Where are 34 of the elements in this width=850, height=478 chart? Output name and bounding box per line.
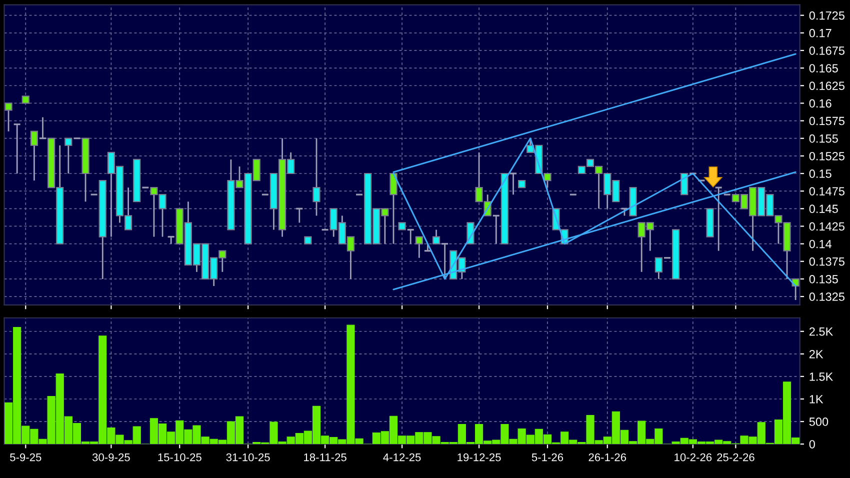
x-tick-label: 10-2-26	[674, 453, 712, 462]
y-tick-label: 0	[809, 440, 815, 448]
y-tick-label: 0.155	[809, 134, 838, 143]
y-tick-label: 0.1725	[809, 11, 844, 20]
y-tick-label: 0.17	[809, 28, 832, 38]
x-tick-label: 5-9-25	[10, 453, 42, 462]
x-tick-label: 31-10-25	[226, 453, 270, 462]
x-tick-label: 15-10-25	[158, 453, 202, 462]
y-tick-label: 0.165	[809, 64, 838, 72]
y-tick-label: 0.1625	[809, 82, 844, 90]
x-tick-label: 26-1-26	[588, 453, 626, 462]
y-tick-label: 0.1475	[809, 187, 844, 196]
x-tick-label: 30-9-25	[92, 453, 130, 462]
y-tick-label: 0.1575	[809, 116, 844, 126]
x-tick-label: 25-2-26	[717, 453, 754, 462]
y-tick-label: 0.1525	[809, 152, 844, 160]
x-tick-label: 4-12-25	[383, 453, 421, 462]
y-tick-label: 0.14	[809, 240, 832, 248]
x-tick-label: 18-11-25	[304, 453, 346, 462]
y-tick-label: 0.1375	[809, 257, 844, 266]
y-tick-label: 2K	[809, 350, 824, 358]
y-tick-label: 0.1425	[809, 222, 844, 231]
y-tick-label: 500	[809, 418, 828, 426]
y-tick-label: 0.135	[809, 274, 838, 284]
y-tick-label: 0.145	[809, 204, 838, 214]
y-tick-label: 0.16	[809, 99, 832, 108]
x-tick-label: 5-1-26	[532, 453, 564, 462]
y-tick-label: 2.5K	[809, 327, 834, 336]
x-tick-label: 19-12-25	[458, 453, 501, 462]
y-tick-label: 1K	[810, 395, 824, 404]
y-tick-label: 1.5K	[810, 372, 834, 381]
y-tick-label: 0.1325	[809, 292, 844, 301]
y-tick-label: 0.15	[809, 170, 832, 178]
y-tick-label: 0.1675	[809, 46, 844, 55]
